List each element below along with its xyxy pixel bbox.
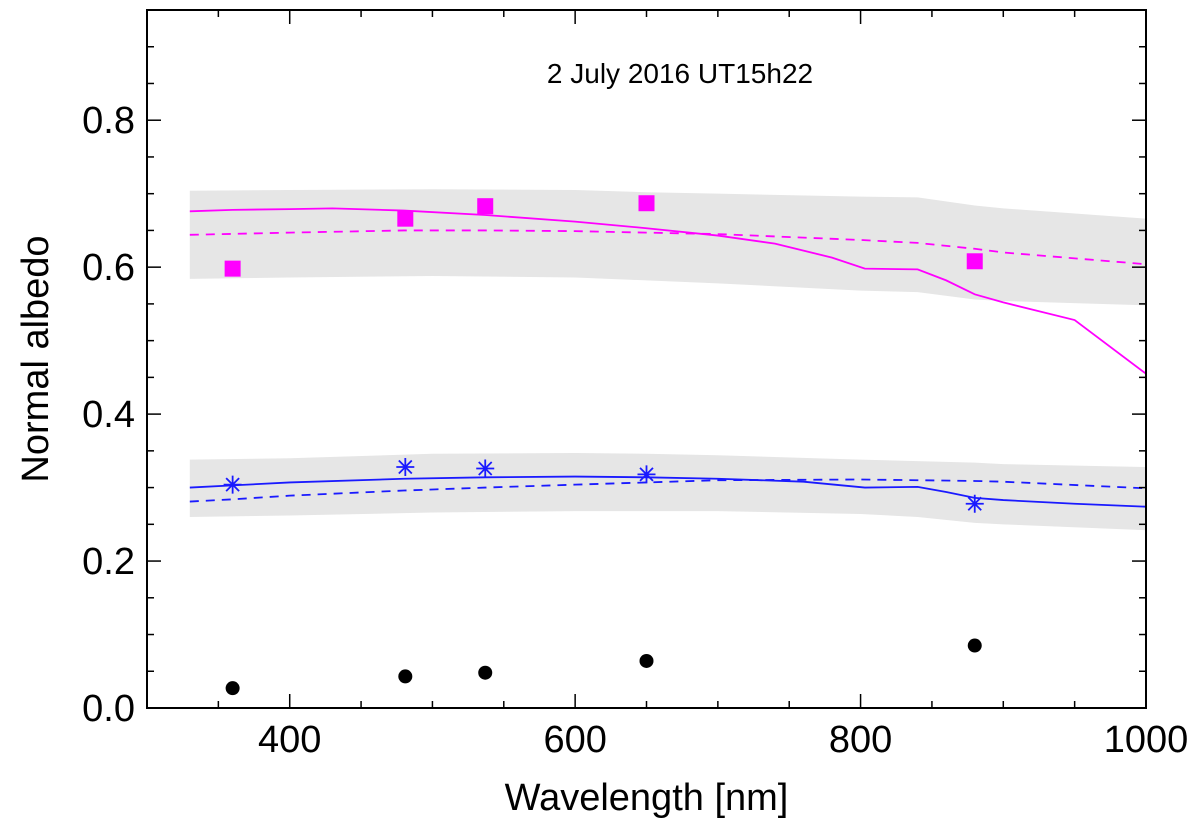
- uncertainty-band-magenta: [189, 189, 1147, 306]
- magenta-square-marker: [477, 198, 494, 215]
- black-circle-marker: [478, 665, 493, 680]
- y-tick-label: 0.2: [82, 541, 135, 583]
- uncertainty-bands: [189, 189, 1147, 531]
- y-axis-title: Normal albedo: [15, 235, 57, 482]
- black-circle-marker: [967, 638, 982, 653]
- asterisk-stroke: [639, 467, 654, 482]
- x-axis-title: Wavelength [nm]: [505, 777, 789, 819]
- magenta-square-marker: [397, 210, 414, 227]
- black-circle-marker: [639, 653, 654, 668]
- asterisk-stroke: [478, 461, 493, 476]
- uncertainty-band-blue: [189, 453, 1147, 531]
- asterisk-stroke: [398, 459, 413, 475]
- blue-dashed-line: [189, 478, 1147, 503]
- plot-frame: [146, 9, 1147, 709]
- blue-asterisk-marker: [223, 475, 242, 494]
- y-tick-label: 0.4: [82, 394, 135, 436]
- asterisk-stroke: [967, 496, 982, 511]
- data-markers: [223, 195, 984, 696]
- asterisk-stroke: [225, 477, 240, 492]
- magenta-square-marker: [224, 260, 241, 277]
- y-tick-label: 0.6: [82, 247, 135, 289]
- magenta-solid-line: [189, 207, 1147, 375]
- model-lines: [189, 207, 1147, 508]
- x-tick-label: 400: [258, 719, 321, 761]
- magenta-dashed-line: [189, 229, 1147, 266]
- chart-title: 2 July 2016 UT15h22: [547, 58, 813, 89]
- blue-asterisk-marker: [396, 458, 415, 477]
- blue-asterisk-marker: [476, 459, 495, 478]
- magenta-square-marker: [638, 195, 655, 212]
- y-tick-label: 0.8: [82, 100, 135, 142]
- x-tick-label: 600: [543, 719, 606, 761]
- x-tick-label: 800: [829, 719, 892, 761]
- x-tick-label: 1000: [1104, 719, 1189, 761]
- black-circle-marker: [398, 669, 413, 684]
- axis-ticks: [146, 9, 1147, 709]
- blue-asterisk-marker: [965, 494, 984, 513]
- magenta-square-marker: [966, 253, 983, 270]
- axis-tick-labels: 400 600 800 1000 0.0 0.2 0.4 0.6 0.8: [82, 100, 1188, 761]
- y-tick-label: 0.0: [82, 688, 135, 730]
- blue-asterisk-marker: [637, 465, 656, 484]
- blue-solid-line: [189, 475, 1147, 508]
- black-circle-marker: [225, 681, 240, 696]
